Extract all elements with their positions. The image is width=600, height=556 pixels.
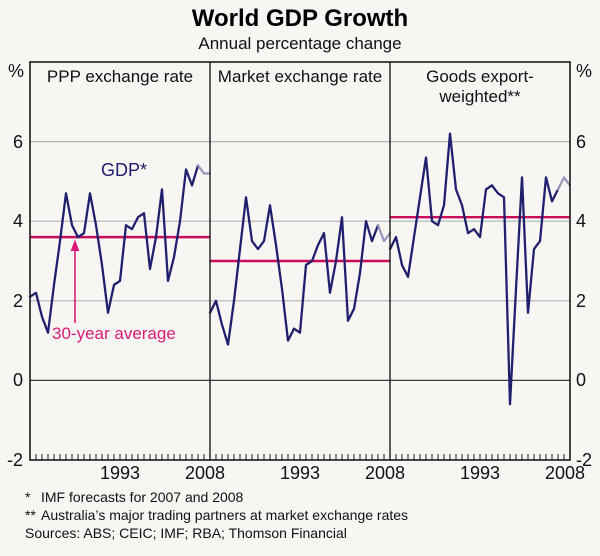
y-tick-label-left: 6 bbox=[12, 131, 23, 152]
y-axis-unit-left: % bbox=[7, 61, 24, 81]
footnotes: * IMF forecasts for 2007 and 2008 ** Aus… bbox=[25, 488, 408, 542]
y-tick-label-right: 2 bbox=[576, 290, 587, 311]
chart-title: World GDP Growth bbox=[191, 5, 409, 32]
y-tick-label-right: 4 bbox=[576, 211, 587, 232]
x-tick-label: 2008 bbox=[364, 463, 406, 483]
sources-line: Sources: ABS; CEIC; IMF; RBA; Thomson Fi… bbox=[25, 524, 408, 542]
average-line-label: 30-year average bbox=[52, 324, 176, 343]
x-tick-label: 2008 bbox=[544, 463, 586, 483]
x-tick-label: 2008 bbox=[184, 463, 226, 483]
footnote-1-text: IMF forecasts for 2007 and 2008 bbox=[41, 489, 244, 505]
y-axis-unit-right: % bbox=[576, 61, 593, 81]
x-tick-label: 1993 bbox=[459, 463, 501, 483]
sources-text: Sources: ABS; CEIC; IMF; RBA; Thomson Fi… bbox=[25, 525, 347, 541]
panel-title-ppp: PPP exchange rate bbox=[46, 67, 194, 86]
footnote-2-text: Australia’s major trading partners at ma… bbox=[41, 507, 409, 523]
panel-title-goods-export: Goods export-weighted** bbox=[426, 67, 534, 106]
y-tick-label-right: 0 bbox=[576, 370, 587, 391]
panel-title-market: Market exchange rate bbox=[217, 67, 383, 86]
footnote-2: ** Australia’s major trading partners at… bbox=[25, 506, 408, 524]
x-tick-label: 1993 bbox=[279, 463, 321, 483]
footnote-2-marker: ** bbox=[25, 507, 36, 523]
y-tick-label-left: 2 bbox=[12, 290, 23, 311]
y-tick-label-left: 0 bbox=[12, 370, 23, 391]
y-tick-label-right: -2 bbox=[576, 450, 593, 470]
y-tick-label-left: -2 bbox=[6, 450, 23, 470]
gdp-series-label: GDP* bbox=[101, 160, 148, 180]
footnote-1: * IMF forecasts for 2007 and 2008 bbox=[25, 488, 408, 506]
chart-subtitle: Annual percentage change bbox=[198, 34, 402, 53]
x-tick-label: 1993 bbox=[99, 463, 141, 483]
y-tick-label-right: 6 bbox=[576, 131, 587, 152]
footnote-1-marker: * bbox=[25, 489, 31, 505]
y-tick-label-left: 4 bbox=[12, 211, 23, 232]
